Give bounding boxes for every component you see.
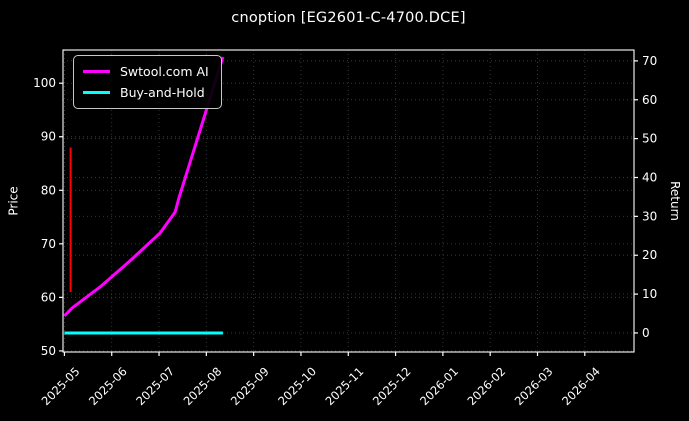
- left-tick-label: 60: [41, 290, 56, 304]
- x-tick-label: 2026-01: [417, 364, 461, 408]
- right-tick-label: 50: [642, 132, 657, 146]
- right-axis-label-wrap: Return: [663, 50, 687, 352]
- x-tick-label: 2025-11: [322, 364, 366, 408]
- legend-line-swatch: [83, 90, 110, 95]
- series-swtool-com-ai: [63, 56, 225, 317]
- left-tick-label: 50: [41, 344, 56, 358]
- x-tick-label: 2026-04: [559, 364, 603, 408]
- x-tick-label: 2025-07: [133, 364, 177, 408]
- right-tick-label: 0: [642, 326, 650, 340]
- legend-item: Buy-and-Hold: [83, 82, 209, 103]
- x-tick-label: 2025-12: [370, 364, 414, 408]
- x-tick-label: 2025-06: [86, 364, 130, 408]
- right-tick-label: 70: [642, 54, 657, 68]
- legend-line-swatch: [83, 69, 110, 74]
- right-tick-label: 20: [642, 248, 657, 262]
- left-tick-label: 90: [41, 130, 56, 144]
- legend-item: Swtool.com AI: [83, 61, 209, 82]
- chart-title: cnoption [EG2601-C-4700.DCE]: [231, 10, 466, 26]
- x-tick-label: 2026-03: [512, 364, 556, 408]
- legend-label: Buy-and-Hold: [120, 85, 205, 100]
- legend: Swtool.com AI Buy-and-Hold: [73, 55, 222, 109]
- left-axis-label: Price: [7, 186, 21, 216]
- right-axis-label: Return: [668, 181, 683, 221]
- left-tick-label: 80: [41, 183, 56, 197]
- x-tick-label: 2025-05: [39, 364, 83, 408]
- right-tick-label: 10: [642, 287, 657, 301]
- right-tick-label: 30: [642, 209, 657, 223]
- x-tick-label: 2025-09: [228, 364, 272, 408]
- left-tick-label: 70: [41, 237, 56, 251]
- legend-label: Swtool.com AI: [120, 64, 209, 79]
- left-tick-label: 100: [33, 76, 56, 90]
- x-tick-label: 2026-02: [464, 364, 508, 408]
- x-tick-label: 2025-08: [181, 364, 225, 408]
- right-tick-label: 60: [642, 93, 657, 107]
- right-tick-label: 40: [642, 170, 657, 184]
- x-tick-label: 2025-10: [275, 364, 319, 408]
- left-axis-label-wrap: Price: [2, 50, 26, 352]
